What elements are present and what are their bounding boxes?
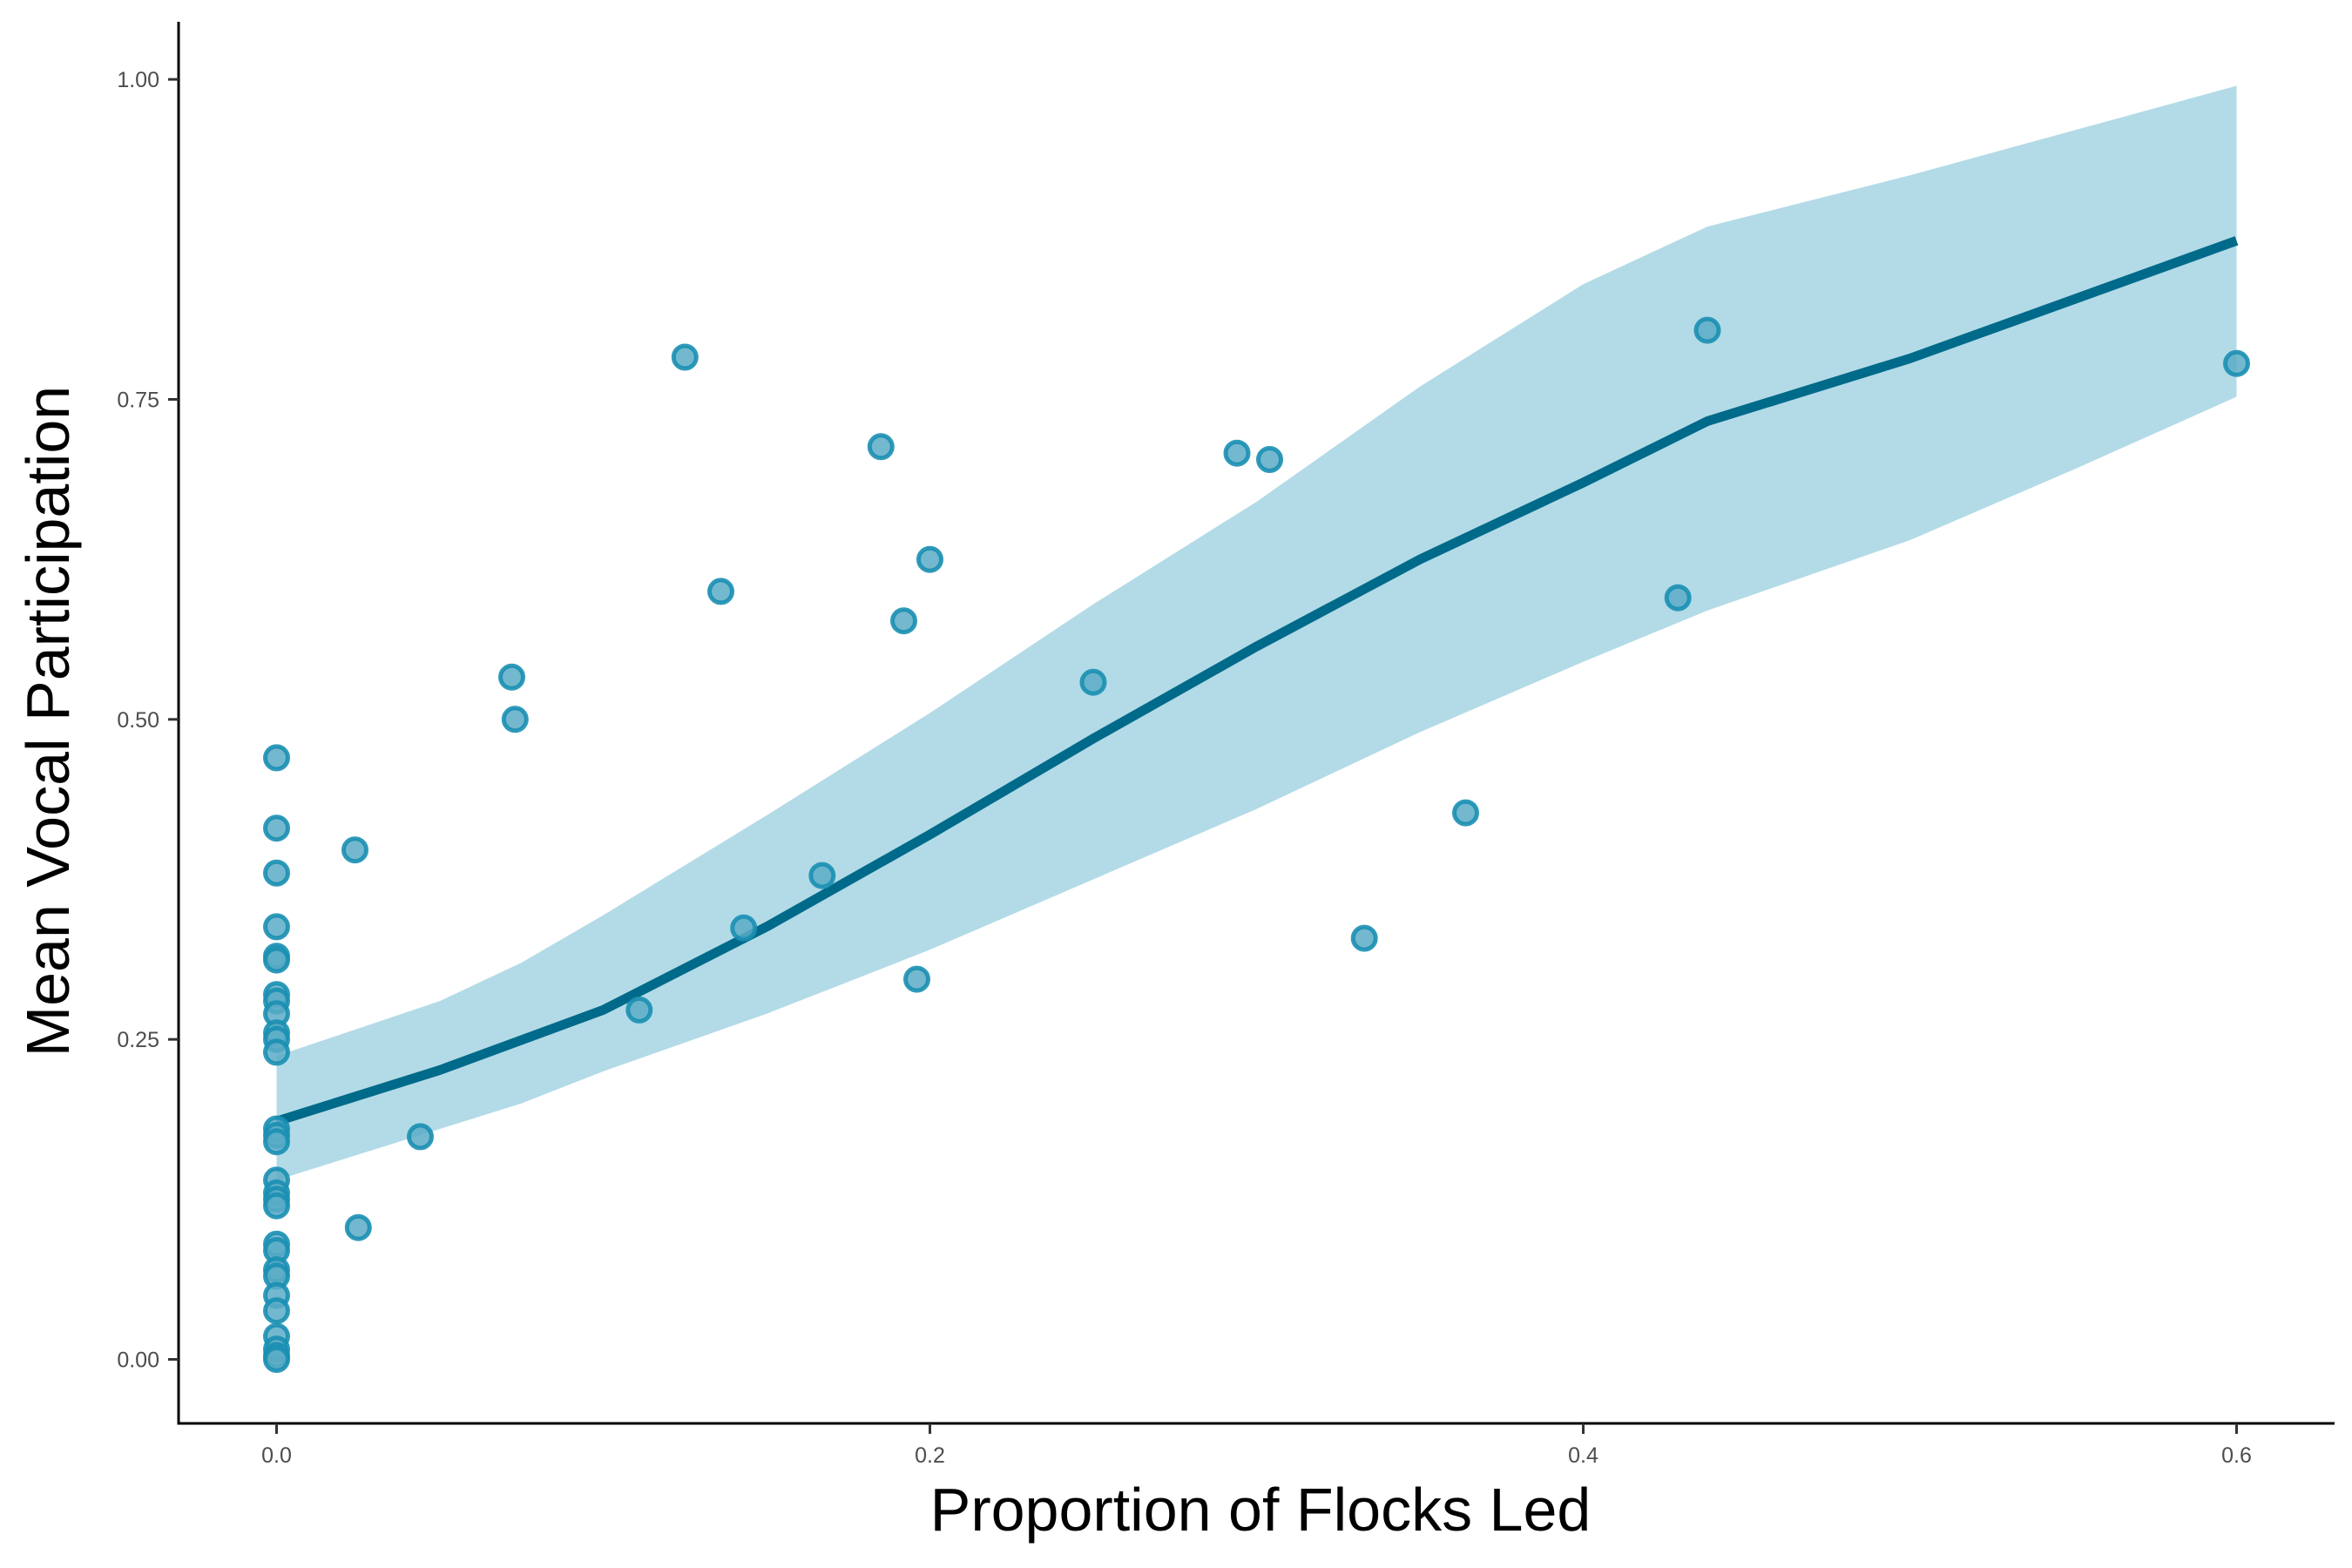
data-point [263, 913, 290, 941]
x-tick-label: 0.2 [915, 1443, 945, 1468]
data-point [867, 433, 895, 461]
data-point [263, 1346, 290, 1373]
data-point [730, 914, 758, 942]
y-tick-label: 0.50 [117, 708, 159, 733]
data-point [890, 607, 917, 635]
data-point [903, 965, 930, 993]
y-tick-label: 1.00 [117, 68, 159, 92]
data-point [707, 578, 734, 605]
data-point [344, 1213, 372, 1241]
y-tick-label: 0.25 [117, 1028, 159, 1052]
x-axis-title: Proportion of Flocks Led [930, 1476, 1592, 1544]
data-point [263, 1297, 290, 1325]
data-point [1350, 924, 1378, 952]
x-tick-label: 0.4 [1568, 1443, 1598, 1468]
ticks-layer: 0.00 0.25 0.50 0.75 1.00 0.0 0.2 0.4 0.6 [117, 68, 2252, 1468]
confidence-band [276, 85, 2237, 1180]
x-tick-label: 0.6 [2221, 1443, 2252, 1468]
axes-layer [177, 22, 2335, 1425]
data-point [341, 836, 368, 864]
data-point [263, 1192, 290, 1220]
data-point [1223, 439, 1251, 467]
data-point [1452, 799, 1479, 827]
confidence-band-layer [276, 85, 2237, 1180]
fit-line [274, 236, 2239, 1126]
data-point [498, 663, 525, 691]
data-point [808, 862, 836, 889]
fit-line-layer [274, 236, 2239, 1126]
data-point [263, 1128, 290, 1156]
y-tick-label: 0.75 [117, 388, 159, 412]
data-point [263, 744, 290, 772]
data-point [625, 996, 653, 1024]
data-point [263, 814, 290, 842]
data-point [263, 859, 290, 887]
data-point [263, 946, 290, 974]
data-point [1664, 584, 1692, 612]
data-point [916, 545, 943, 573]
y-axis-title: Mean Vocal Participation [14, 386, 82, 1057]
data-point [407, 1123, 434, 1151]
data-point [1256, 446, 1283, 473]
y-tick-label: 0.00 [117, 1348, 159, 1373]
data-point [2223, 349, 2250, 377]
data-point [501, 706, 529, 733]
x-tick-label: 0.0 [261, 1443, 292, 1468]
data-point [1693, 316, 1721, 344]
data-point [1079, 668, 1107, 696]
data-point [671, 343, 699, 371]
data-points-layer [263, 316, 2250, 1373]
data-point [263, 1038, 290, 1066]
